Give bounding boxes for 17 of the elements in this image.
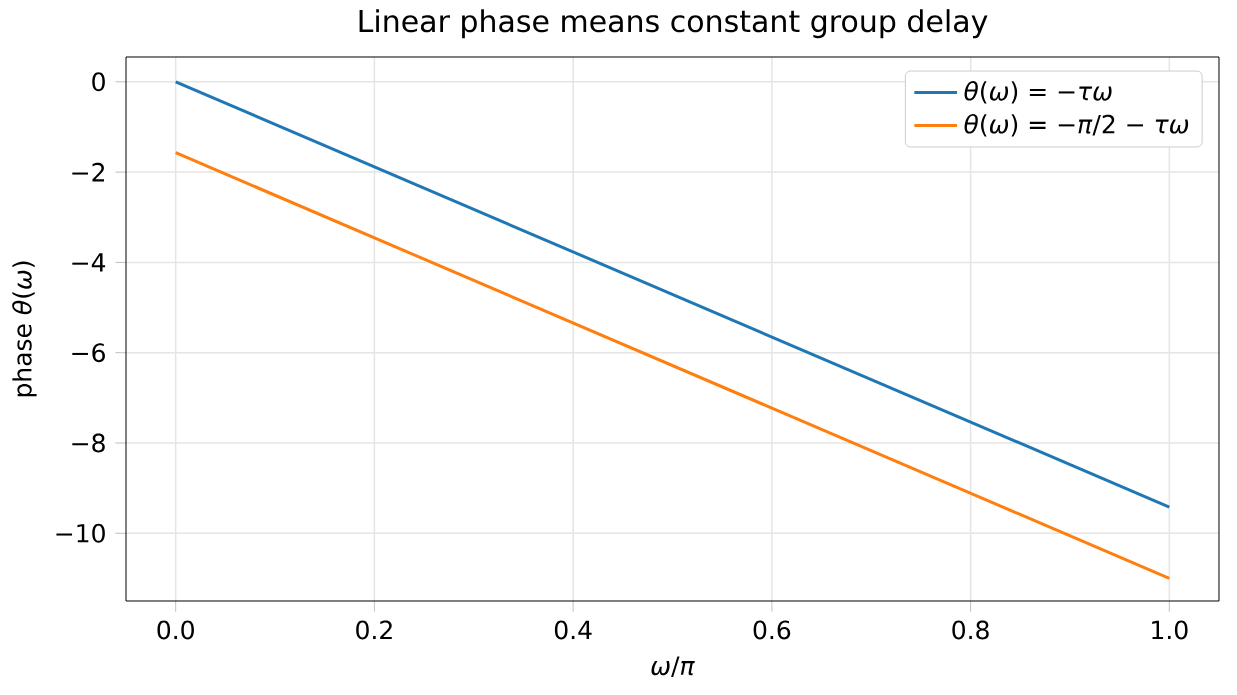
x-tick-label: 0.4	[554, 620, 592, 640]
y-tick-label: −2	[72, 162, 105, 182]
legend-label: θ(ω) = −π/2 − τω	[964, 114, 1189, 137]
y-tick-label: −4	[72, 253, 106, 272]
x-axis-title: ω/π	[651, 656, 695, 678]
x-tick-label: 0.0	[157, 620, 194, 640]
y-tick-label: −10	[56, 523, 105, 543]
y-tick-label: 0	[92, 72, 105, 92]
legend-label: θ(ω) = −τω	[964, 81, 1112, 104]
x-tick-label: 0.8	[952, 620, 989, 640]
x-tick-label: 0.2	[356, 620, 392, 640]
y-tick-label: −8	[72, 433, 105, 453]
y-axis-title: phase θ(ω)	[12, 261, 37, 397]
x-tick-label: 0.6	[753, 620, 791, 640]
x-tick-label: 1.0	[1152, 620, 1188, 640]
y-tick-label: −6	[72, 343, 105, 363]
chart-title: Linear phase means constant group delay	[359, 9, 988, 39]
